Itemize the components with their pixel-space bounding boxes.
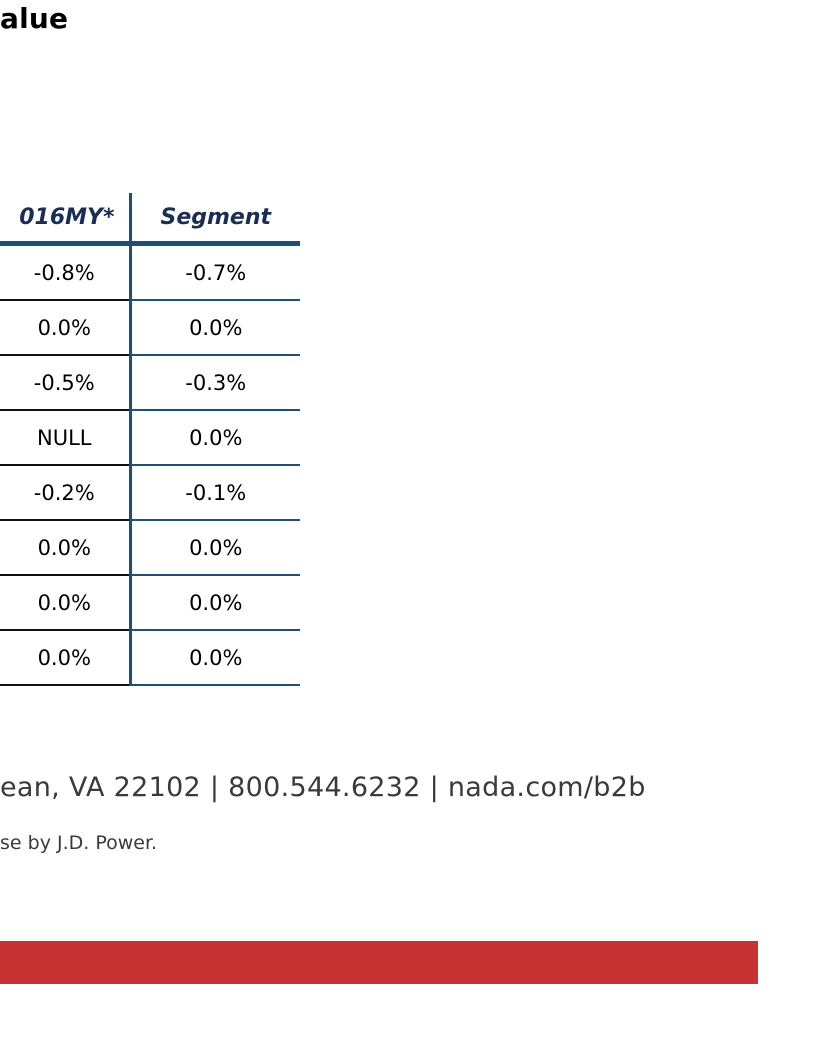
footer-contact-line: ean, VA 22102 | 800.544.6232 | nada.com/… (0, 772, 646, 803)
footer-red-bar (0, 941, 758, 984)
page-title: alue (0, 2, 69, 35)
table-row: NULL 0.0% (0, 410, 300, 466)
table-cell: 0.0% (130, 300, 300, 356)
table-cell: 0.0% (130, 575, 300, 631)
table-cell: 0.0% (130, 630, 300, 686)
table-header-row: 016MY* Segment (0, 193, 300, 246)
table-row: -0.2% -0.1% (0, 465, 300, 521)
table-cell: -0.8% (0, 243, 132, 301)
table-cell: -0.3% (130, 355, 300, 411)
table-cell: 0.0% (0, 520, 132, 576)
table-row: -0.5% -0.3% (0, 355, 300, 411)
table-row: 0.0% 0.0% (0, 630, 300, 686)
table-cell: 0.0% (0, 575, 132, 631)
table-row: 0.0% 0.0% (0, 300, 300, 356)
table-cell: -0.2% (0, 465, 132, 521)
table-cell: -0.1% (130, 465, 300, 521)
table-row: 0.0% 0.0% (0, 575, 300, 631)
table-row: -0.8% -0.7% (0, 243, 300, 301)
table-cell: NULL (0, 410, 132, 466)
column-header-segment: Segment (130, 193, 300, 246)
footer-copyright-note: se by J.D. Power. (0, 832, 158, 854)
table-cell: -0.7% (130, 243, 300, 301)
table-cell: 0.0% (0, 300, 132, 356)
table-cell: 0.0% (0, 630, 132, 686)
table-cell: 0.0% (130, 520, 300, 576)
column-header-model-year: 016MY* (0, 193, 132, 246)
table-cell: -0.5% (0, 355, 132, 411)
table-cell: 0.0% (130, 410, 300, 466)
value-table: 016MY* Segment -0.8% -0.7% 0.0% 0.0% -0.… (0, 193, 300, 686)
table-row: 0.0% 0.0% (0, 520, 300, 576)
